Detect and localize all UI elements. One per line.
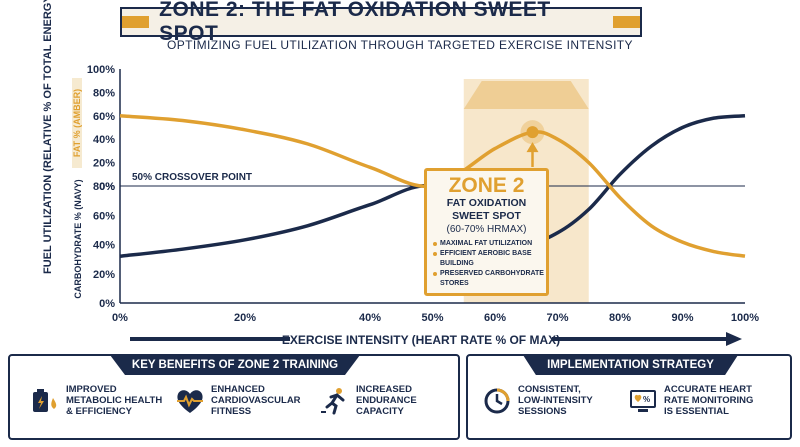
benefit-item: IMPROVED METABOLIC HEALTH & EFFICIENCY (30, 384, 162, 417)
monitor-heart-icon: % (628, 386, 658, 416)
runner-icon (320, 386, 350, 416)
x-tick-label: 0% (112, 312, 128, 324)
x-tick-label: 80% (609, 312, 631, 324)
y-tick-label: 0% (99, 298, 115, 310)
zone-list: MAXIMAL FAT UTILIZATION EFFICIENT AEROBI… (427, 239, 546, 289)
zone-title: ZONE 2 (448, 174, 525, 197)
page-title: ZONE 2: THE FAT OXIDATION SWEET SPOT (159, 0, 551, 45)
strategy-panel: IMPLEMENTATION STRATEGY CONSISTENT, LOW-… (466, 354, 792, 440)
clock-icon (482, 386, 512, 416)
svg-text:%: % (643, 395, 650, 404)
heart-pulse-icon (175, 386, 205, 416)
x-tick-label: 70% (546, 312, 568, 324)
y-tick-label: 80% (93, 87, 115, 99)
x-arrow-head (726, 332, 742, 346)
title-banner: ZONE 2: THE FAT OXIDATION SWEET SPOT (120, 0, 642, 45)
benefit-text: ENHANCED CARDIOVASCULAR FITNESS (211, 384, 301, 417)
y-tick-label: 60% (93, 111, 115, 123)
y-tick-label: 80% (93, 181, 115, 193)
y-axis-label-fat: FAT % (AMBER) (72, 78, 82, 168)
y-tick-label: 0% (99, 181, 115, 193)
zone2-callout: ZONE 2 FAT OXIDATION SWEET SPOT (60-70% … (424, 168, 549, 296)
benefits-panel: KEY BENEFITS OF ZONE 2 TRAINING IMPROVED… (8, 354, 460, 440)
x-tick-label: 40% (359, 312, 381, 324)
x-axis-label: EXERCISE INTENSITY (HEART RATE % OF MAX) (282, 333, 560, 347)
zone-list-item: EFFICIENT AEROBIC BASE BUILDING (433, 249, 546, 269)
x-tick-label: 20% (234, 312, 256, 324)
strategy-item: CONSISTENT, LOW-INTENSITY SESSIONS (482, 384, 593, 417)
benefits-title: KEY BENEFITS OF ZONE 2 TRAINING (110, 355, 360, 375)
zone-band-top (463, 81, 589, 109)
y-axis-label-carb: CARBOHYDRATE % (NAVY) (73, 179, 83, 299)
x-tick-label: 50% (421, 312, 443, 324)
benefit-text: IMPROVED METABOLIC HEALTH & EFFICIENCY (66, 384, 163, 417)
zone-list-item: MAXIMAL FAT UTILIZATION (433, 239, 546, 249)
zone-range: (60-70% HRMAX) (446, 224, 527, 235)
title-accent-left (122, 16, 150, 28)
zone-list-item: PRESERVED CARBOHYDRATE STORES (433, 269, 546, 289)
y-tick-label: 40% (93, 134, 115, 146)
y-axis-label: FUEL UTILIZATION (RELATIVE % OF TOTAL EN… (42, 0, 54, 274)
title-accent-right (612, 16, 640, 28)
y-tick-label: 40% (93, 240, 115, 252)
peak-arrow-head (526, 142, 539, 153)
y-tick-label: 20% (93, 158, 115, 170)
peak-marker (526, 126, 539, 139)
benefit-item: ENHANCED CARDIOVASCULAR FITNESS (175, 384, 301, 417)
benefit-item: INCREASED ENDURANCE CAPACITY (320, 384, 417, 417)
y-tick-label: 20% (93, 269, 115, 281)
strategy-item: % ACCURATE HEART RATE MONITORING IS ESSE… (628, 384, 753, 417)
y-tick-label: 60% (93, 210, 115, 222)
page-subtitle: OPTIMIZING FUEL UTILIZATION THROUGH TARG… (167, 38, 633, 52)
y-tick-label: 100% (87, 64, 115, 76)
crossover-label: 50% CROSSOVER POINT (132, 172, 252, 183)
benefit-text: INCREASED ENDURANCE CAPACITY (356, 384, 417, 417)
zone-subtitle: FAT OXIDATION SWEET SPOT (446, 197, 527, 222)
strategy-text: CONSISTENT, LOW-INTENSITY SESSIONS (518, 384, 593, 417)
strategy-title: IMPLEMENTATION STRATEGY (523, 355, 738, 375)
x-tick-label: 100% (731, 312, 759, 324)
strategy-text: ACCURATE HEART RATE MONITORING IS ESSENT… (664, 384, 754, 417)
fuel-utilization-chart: 50% CROSSOVER POINT100%80%60%40%20%0%80%… (87, 64, 759, 347)
x-tick-label: 60% (484, 312, 506, 324)
battery-drop-icon (30, 386, 60, 416)
x-tick-label: 90% (671, 312, 693, 324)
